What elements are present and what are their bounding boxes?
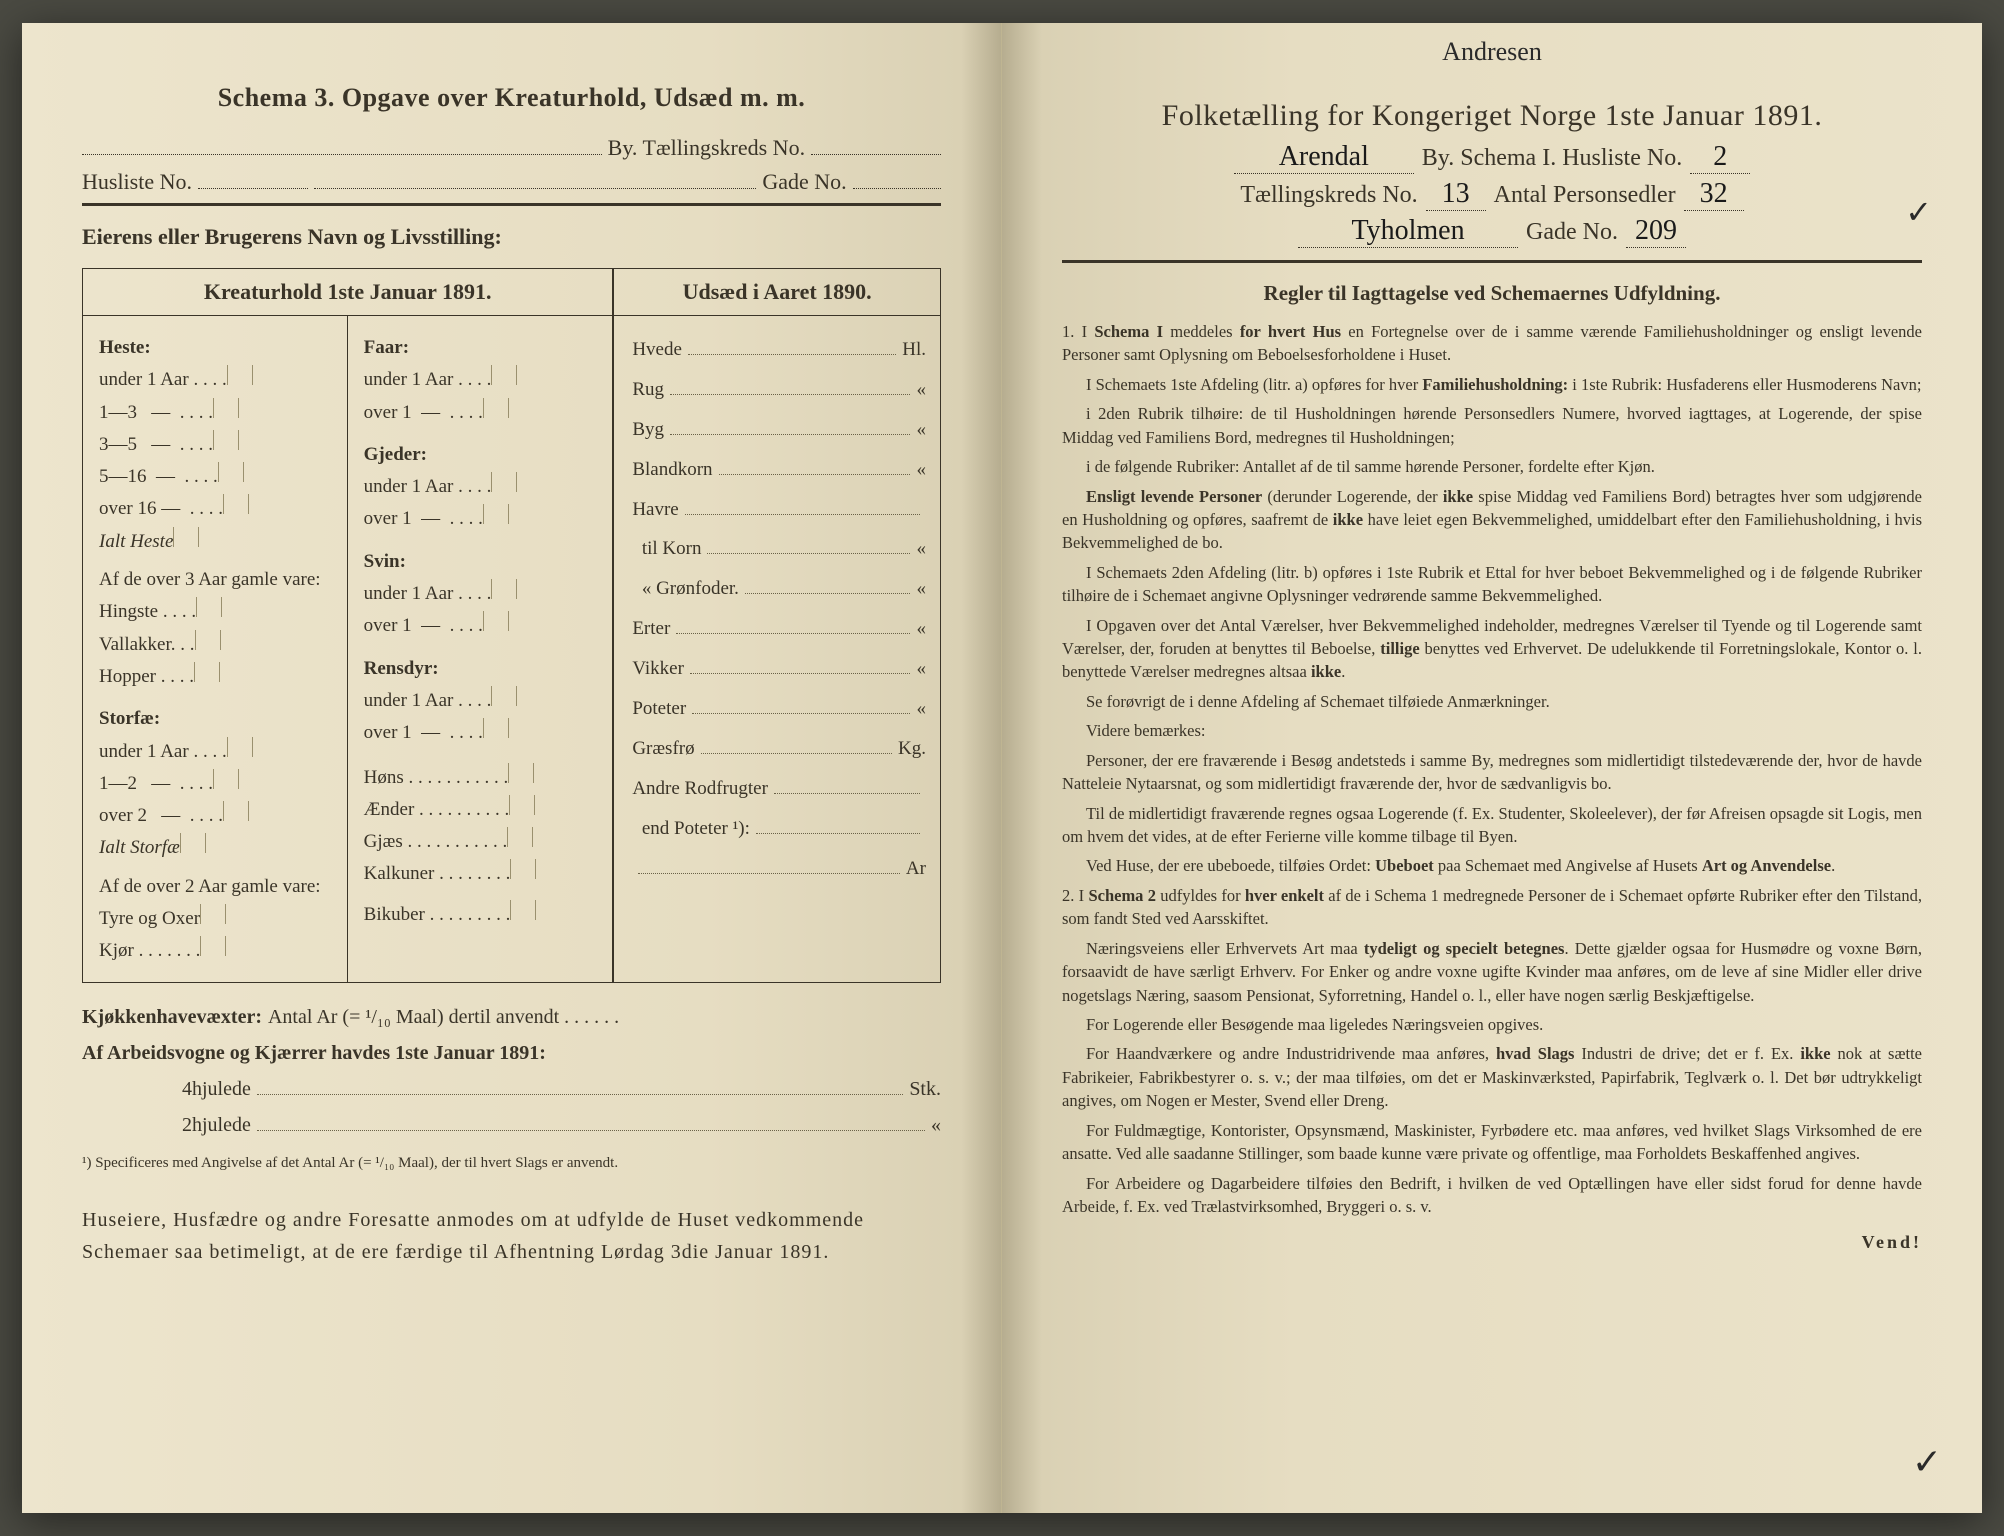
rules-paragraph: Personer, der ere fraværende i Besøg and… (1062, 749, 1922, 796)
udsaed-row: Blandkorn« (632, 450, 926, 490)
hand-annotation-top: Andresen (1442, 37, 1542, 67)
by-line: By. Tællingskreds No. (82, 133, 941, 161)
rules-paragraph: Til de midlertidigt fraværende regnes og… (1062, 802, 1922, 849)
kreatur-col-b: Faar: under 1 Aar . . . . over 1 — . . .… (348, 316, 613, 982)
rules-paragraph: For Logerende eller Besøgende maa ligele… (1062, 1013, 1922, 1036)
vend-label: Vend! (1062, 1232, 1922, 1253)
husliste-line: Husliste No. Gade No. (82, 167, 941, 195)
kreatur-column: Kreaturhold 1ste Januar 1891. Heste: und… (83, 269, 614, 982)
left-footer: Huseiere, Husfædre og andre Foresatte an… (82, 1204, 941, 1268)
udsaed-row: GræsfrøKg. (632, 729, 926, 769)
udsaed-header: Udsæd i Aaret 1890. (614, 269, 940, 316)
rules-body: 1. I Schema I meddeles for hvert Hus en … (1062, 320, 1922, 1218)
udsaed-row: Erter« (632, 609, 926, 649)
udsaed-row: Vikker« (632, 649, 926, 689)
hand-by: Arendal (1234, 141, 1414, 174)
udsaed-row: Ar (632, 849, 926, 889)
udsaed-row: HvedeHl. (632, 330, 926, 370)
rules-paragraph: Ved Huse, der ere ubeboede, tilføies Ord… (1062, 854, 1922, 877)
udsaed-column: Udsæd i Aaret 1890. HvedeHl.Rug«Byg«Blan… (614, 269, 940, 982)
rules-paragraph: For Arbeidere og Dagarbeidere tilføies d… (1062, 1172, 1922, 1219)
kreatur-header: Kreaturhold 1ste Januar 1891. (83, 269, 612, 316)
hand-gade: Tyholmen (1298, 215, 1518, 248)
udsaed-row: Rug« (632, 370, 926, 410)
hand-kreds: 13 (1426, 178, 1486, 211)
udsaed-row: Byg« (632, 410, 926, 450)
owner-label: Eierens eller Brugerens Navn og Livsstil… (82, 224, 941, 250)
rules-paragraph: I Schemaets 1ste Afdeling (litr. a) opfø… (1062, 373, 1922, 396)
husliste-label: Husliste No. (82, 169, 192, 195)
tables: Kreaturhold 1ste Januar 1891. Heste: und… (82, 268, 941, 983)
census-title: Folketælling for Kongeriget Norge 1ste J… (1062, 99, 1922, 133)
census-line-3: Tyholmen Gade No. 209 (1062, 215, 1922, 248)
gade-label: Gade No. (762, 169, 846, 195)
udsaed-row: til Korn« (632, 529, 926, 569)
rules-paragraph: 2. I Schema 2 udfyldes for hver enkelt a… (1062, 884, 1922, 931)
rules-paragraph: 1. I Schema I meddeles for hvert Hus en … (1062, 320, 1922, 367)
rules-paragraph: For Fuldmægtige, Kontorister, Opsynsmænd… (1062, 1119, 1922, 1166)
rules-title: Regler til Iagttagelse ved Schemaernes U… (1062, 281, 1922, 306)
right-page: Andresen ✓ Folketælling for Kongeriget N… (1002, 23, 1982, 1513)
rules-paragraph: I Schemaets 2den Afdeling (litr. b) opfø… (1062, 561, 1922, 608)
hand-gadeno: 209 (1626, 215, 1686, 248)
hand-person: 32 (1684, 178, 1744, 211)
census-line-2: Tællingskreds No. 13 Antal Personsedler … (1062, 178, 1922, 211)
hand-husliste: 2 (1690, 141, 1750, 174)
rules-paragraph: For Haandværkere og andre Industridriven… (1062, 1042, 1922, 1112)
below-table: Kjøkkenhavevæxter: Antal Ar (= ¹/₁₀ Maal… (82, 999, 941, 1143)
footnote: ¹) Specificeres med Angivelse af det Ant… (82, 1153, 941, 1174)
check-mark-bottom: ✓ (1912, 1441, 1942, 1483)
document-spread: Schema 3. Opgave over Kreaturhold, Udsæd… (22, 23, 1982, 1513)
kreatur-col-a: Heste: under 1 Aar . . . . 1—3 — . . . .… (83, 316, 348, 982)
rules-paragraph: Næringsveiens eller Erhvervets Art maa t… (1062, 937, 1922, 1007)
udsaed-row: end Poteter ¹): (632, 809, 926, 849)
schema3-title: Schema 3. Opgave over Kreaturhold, Udsæd… (82, 83, 941, 113)
udsaed-row: « Grønfoder.« (632, 569, 926, 609)
check-mark-top: ✓ (1905, 193, 1932, 231)
rules-paragraph: i de følgende Rubriker: Antallet af de t… (1062, 455, 1922, 478)
census-line-1: Arendal By. Schema I. Husliste No. 2 (1062, 141, 1922, 174)
udsaed-row: Havre (632, 490, 926, 530)
rules-paragraph: Videre bemærkes: (1062, 719, 1922, 742)
udsaed-row: Andre Rodfrugter (632, 769, 926, 809)
rules-paragraph: I Opgaven over det Antal Værelser, hver … (1062, 614, 1922, 684)
rules-paragraph: i 2den Rubrik tilhøire: de til Husholdni… (1062, 402, 1922, 449)
rules-paragraph: Se forøvrigt de i denne Afdeling af Sche… (1062, 690, 1922, 713)
left-page: Schema 3. Opgave over Kreaturhold, Udsæd… (22, 23, 1002, 1513)
by-label: By. Tællingskreds No. (608, 135, 805, 161)
udsaed-row: Poteter« (632, 689, 926, 729)
rules-paragraph: Ensligt levende Personer (derunder Loger… (1062, 485, 1922, 555)
